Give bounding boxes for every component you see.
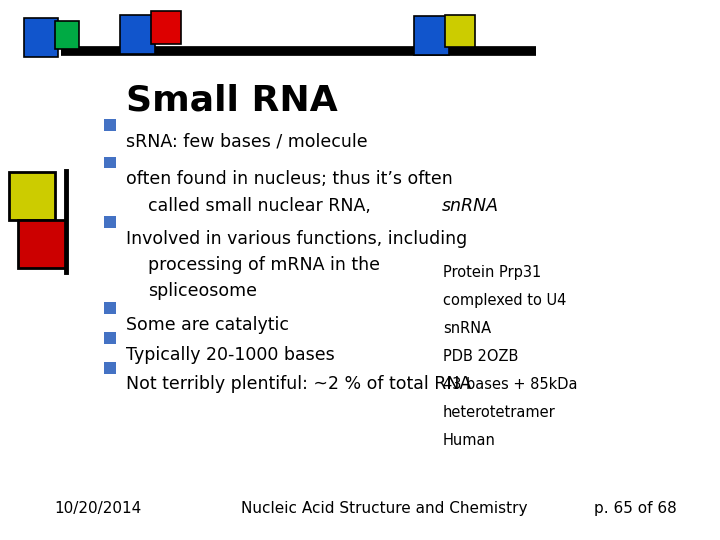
Bar <box>445 15 475 47</box>
Text: Some are catalytic: Some are catalytic <box>126 316 289 334</box>
Bar <box>104 302 116 314</box>
Bar <box>18 220 65 268</box>
Bar <box>120 15 155 54</box>
Text: sRNA: few bases / molecule: sRNA: few bases / molecule <box>126 132 368 150</box>
Text: processing of mRNA in the: processing of mRNA in the <box>148 256 379 274</box>
Text: Not terribly plentiful: ~2 % of total RNA: Not terribly plentiful: ~2 % of total RN… <box>126 375 472 393</box>
Text: Human: Human <box>443 433 495 448</box>
Bar <box>24 18 58 57</box>
Text: PDB 2OZB: PDB 2OZB <box>443 349 518 364</box>
Text: Protein Prp31: Protein Prp31 <box>443 265 541 280</box>
Bar <box>104 157 116 168</box>
Bar <box>151 11 181 44</box>
Bar <box>55 21 79 49</box>
Bar <box>104 362 116 374</box>
Text: Involved in various functions, including: Involved in various functions, including <box>126 230 467 247</box>
Text: snRNA: snRNA <box>443 321 491 336</box>
Text: complexed to U4: complexed to U4 <box>443 293 566 308</box>
Text: p. 65 of 68: p. 65 of 68 <box>594 501 677 516</box>
Bar <box>104 119 116 131</box>
Bar <box>104 332 116 344</box>
Text: 10/20/2014: 10/20/2014 <box>54 501 141 516</box>
Text: 43 bases + 85kDa: 43 bases + 85kDa <box>443 377 577 392</box>
Bar <box>414 16 449 55</box>
Text: Nucleic Acid Structure and Chemistry: Nucleic Acid Structure and Chemistry <box>241 501 528 516</box>
Text: often found in nucleus; thus it’s often: often found in nucleus; thus it’s often <box>126 170 453 188</box>
Text: called small nuclear RNA,: called small nuclear RNA, <box>148 197 376 215</box>
Text: spliceosome: spliceosome <box>148 282 256 300</box>
Bar <box>9 172 55 220</box>
Text: Typically 20-1000 bases: Typically 20-1000 bases <box>126 346 335 363</box>
Text: snRNA: snRNA <box>442 197 499 215</box>
Text: Small RNA: Small RNA <box>126 84 338 118</box>
Bar <box>104 216 116 228</box>
Text: heterotetramer: heterotetramer <box>443 405 556 420</box>
